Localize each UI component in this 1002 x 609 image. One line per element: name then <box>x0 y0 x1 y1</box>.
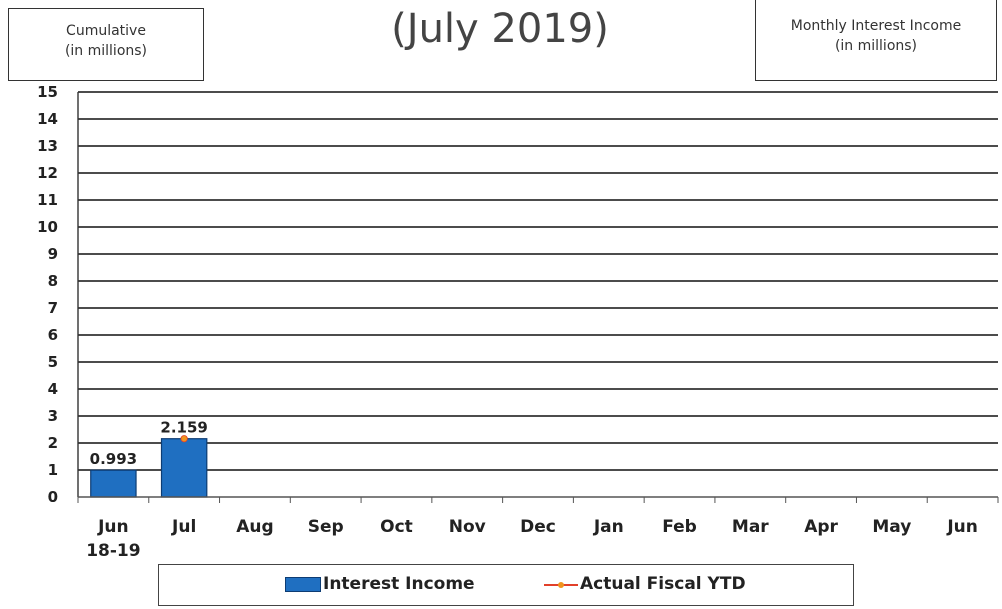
cumulative-unit-label: (in millions) <box>64 43 148 59</box>
x-tick-label: May <box>872 517 911 537</box>
y-tick-label: 2 <box>48 434 58 452</box>
y-tick-label: 7 <box>48 299 58 317</box>
y-tick-label: 9 <box>48 245 58 263</box>
data-label: 0.993 <box>90 450 137 468</box>
cumulative-label-box: Cumulative (in millions) <box>8 8 204 81</box>
chart-legend: Interest Income Actual Fiscal YTD <box>158 564 854 606</box>
legend-item-actual-fiscal-ytd: Actual Fiscal YTD <box>544 574 746 594</box>
y-tick-label: 5 <box>48 353 58 371</box>
x-tick-label: Nov <box>449 517 486 537</box>
data-labels: 0.993 2.159 <box>90 419 208 468</box>
line-markers <box>180 435 188 443</box>
data-label: 2.159 <box>160 419 207 437</box>
x-tick-label: Oct <box>380 517 413 537</box>
x-tick-label: Jan <box>593 517 624 537</box>
x-tick-label: Aug <box>236 517 273 537</box>
y-tick-label: 12 <box>37 164 58 182</box>
bar <box>160 438 208 498</box>
bars <box>90 438 208 498</box>
x-tick-label: Feb <box>662 517 697 537</box>
y-tick-label: 1 <box>48 461 58 479</box>
chart-title: (July 2019) <box>391 6 609 52</box>
line-marker <box>180 435 188 443</box>
legend-label-interest-income: Interest Income <box>323 574 475 594</box>
x-tick-label: Apr <box>804 517 838 537</box>
monthly-interest-label-box: Monthly Interest Income (in millions) <box>755 0 997 81</box>
legend-line-swatch <box>544 578 578 591</box>
monthly-interest-label: Monthly Interest Income <box>790 18 962 34</box>
x-tick-label: Mar <box>732 517 769 537</box>
y-tick-label: 11 <box>37 191 58 209</box>
cumulative-label: Cumulative <box>66 23 146 39</box>
y-tick-label: 0 <box>48 488 58 506</box>
legend-item-interest-income: Interest Income <box>285 574 475 594</box>
monthly-interest-unit-label: (in millions) <box>834 38 918 54</box>
x-tick-label: Jun 18-19 <box>86 517 140 560</box>
y-tick-label: 6 <box>48 326 58 344</box>
y-tick-label: 8 <box>48 272 58 290</box>
y-tick-label: 15 <box>37 83 58 101</box>
y-tick-label: 13 <box>37 137 58 155</box>
y-tick-label: 3 <box>48 407 58 425</box>
x-tick-label: Sep <box>308 517 344 537</box>
gridlines <box>78 91 998 471</box>
x-tick-label: Jun <box>946 517 978 537</box>
y-tick-label: 4 <box>48 380 58 398</box>
x-tick-label: Dec <box>520 517 556 537</box>
y-tick-label: 10 <box>37 218 58 236</box>
x-tick-label: Jul <box>171 517 196 537</box>
legend-label-actual-fiscal-ytd: Actual Fiscal YTD <box>580 574 746 594</box>
y-tick-label: 14 <box>37 110 58 128</box>
bar <box>90 469 137 498</box>
legend-bar-swatch <box>285 576 321 592</box>
